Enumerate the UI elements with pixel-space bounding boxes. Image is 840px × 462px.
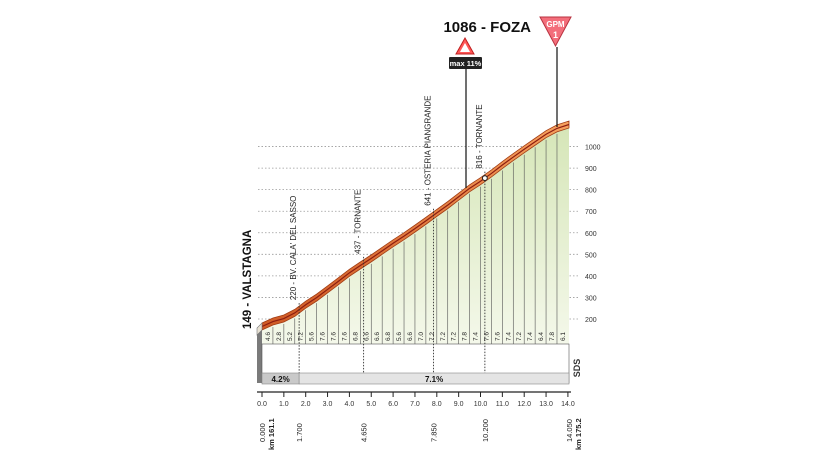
race-km-label: km 175.2 [574,418,583,450]
x-tick-label: 0.0 [257,401,267,408]
segment-gradient-label: 5.6 [309,332,316,341]
segment-gradient-label: 7.2 [451,332,458,341]
road-centerline [261,123,570,328]
segment-gradient-label: 6.6 [374,332,381,341]
distance-label: 7.850 [430,423,439,442]
segment-gradient-label: 6.1 [560,332,567,341]
x-tick-label: 12.0 [517,401,531,408]
distance-label: 1.700 [295,423,304,442]
segment-gradient-label: 7.6 [320,332,327,341]
poi-dot [481,175,488,181]
x-tick-label: 6.0 [388,401,398,408]
x-tick-label: 2.0 [301,401,311,408]
segment-gradient-label: 6.6 [363,332,370,341]
elevation-area [262,128,569,344]
x-tick-label: 9.0 [454,401,464,408]
segment-gradient-label: 2.8 [276,332,283,341]
segment-gradient-label: 7.4 [527,332,534,341]
altitude-tick-label: 300 [585,295,597,302]
altitude-tick-label: 400 [585,274,597,281]
x-tick-label: 13.0 [539,401,553,408]
segment-gradient-label: 7.2 [516,332,523,341]
segment-gradient-label: 6.6 [407,332,414,341]
segment-gradient-label: 7.0 [418,332,425,341]
distance-label: 14.050 [565,419,574,442]
x-tick-label: 7.0 [410,401,420,408]
x-tick-label: 5.0 [366,401,376,408]
altitude-tick-label: 1000 [585,145,601,152]
avg-gradient-label: 4.2% [271,375,289,384]
distance-label: 4.650 [360,423,369,442]
altitude-tick-label: 500 [585,252,597,259]
x-tick-label: 10.0 [474,401,488,408]
max-gradient-box [449,57,482,69]
segment-gradient-label: 7.2 [440,332,447,341]
segment-gradient-label: 7.6 [483,332,490,341]
altitude-tick-label: 900 [585,166,597,173]
x-tick-label: 14.0 [561,401,575,408]
segment-gradient-label: 6.8 [352,332,359,341]
segment-gradient-label: 7.6 [331,332,338,341]
avg-gradient-segment [298,372,570,385]
max-gradient-label: max 11% [450,59,482,68]
x-tick-label: 3.0 [323,401,333,408]
distance-label: 10.200 [481,419,490,442]
road-code-label: SDS [572,359,582,378]
poi-label: 220 - BV. CALA' DEL SASSO [289,196,298,301]
x-tick-label: 8.0 [432,401,442,408]
segment-gradient-label: 7.6 [341,332,348,341]
segment-gradient-label: 4.6 [265,332,272,341]
segment-gradient-label: 7.2 [298,332,305,341]
x-tick-label: 4.0 [345,401,355,408]
altitude-tick-label: 700 [585,209,597,216]
altitude-tick-label: 200 [585,317,597,324]
distance-label: 0.000 [258,423,267,442]
segment-gradient-label: 7.4 [473,332,480,341]
poi-label: 437 - TORNANTE [354,190,363,254]
road-start-cap [256,322,263,336]
gpm-triangle-icon [539,16,572,48]
profile-side-face [257,330,262,383]
avg-gradient-label: 7.1% [425,375,443,384]
altitude-tick-label: 600 [585,231,597,238]
summit-title: 1086 - FOZA [443,19,531,36]
segment-gradient-label: 7.4 [505,332,512,341]
gpm-badge: GPM 1 [539,16,572,48]
race-km-label: km 161.1 [267,418,276,450]
segment-gradient-label: 6.4 [538,332,545,341]
segment-gradient-label: 7.8 [462,332,469,341]
x-tick-label: 1.0 [279,401,289,408]
segment-gradient-label: 7.6 [494,332,501,341]
poi-label: 816 - TORNANTE [475,104,484,168]
start-label: 149 - VALSTAGNA [242,230,254,329]
segment-gradient-label: 7.2 [429,332,436,341]
segment-gradient-label: 5.2 [287,332,294,341]
poi-label: 641 - OSTERIA PIANGRANDE [424,96,433,206]
segment-gradient-label: 6.8 [385,332,392,341]
gpm-category: 1 [553,30,558,40]
x-tick-label: 11.0 [496,401,509,408]
altitude-tick-label: 800 [585,188,597,195]
segment-gradient-label: 7.8 [549,332,556,341]
gpm-badge-text: GPM [546,20,565,29]
segment-gradient-label: 5.6 [396,332,403,341]
max-gradient-marker: max 11% [449,36,482,188]
